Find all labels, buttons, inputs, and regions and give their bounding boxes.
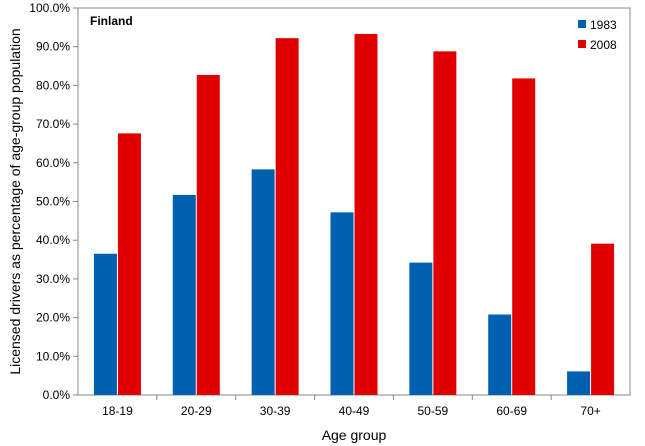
x-tick-label: 30-39 <box>260 404 291 418</box>
x-axis-title: Age group <box>322 427 387 443</box>
bar-2008-18-19 <box>117 133 141 395</box>
bar-1983-40-49 <box>330 212 354 395</box>
y-tick-label: 100.0% <box>29 1 70 15</box>
bars <box>93 33 615 396</box>
bar-2008-70+ <box>591 243 615 395</box>
bar-1983-70+ <box>567 371 591 395</box>
y-tick-label: 60.0% <box>36 156 70 170</box>
x-tick-label: 50-59 <box>418 404 449 418</box>
legend-label-1983: 1983 <box>590 18 617 32</box>
x-axis: 18-19 20-29 30-39 40-49 50-59 60-69 70+ <box>102 395 601 418</box>
x-tick-label: 60-69 <box>496 404 527 418</box>
bar-1983-30-39 <box>251 169 275 395</box>
x-tick-label: 40-49 <box>339 404 370 418</box>
bar-1983-50-59 <box>409 262 433 395</box>
y-axis-title: Licensed drivers as percentage of age-gr… <box>7 28 23 374</box>
bar-2008-60-69 <box>512 78 536 396</box>
bar-2008-30-39 <box>275 38 299 395</box>
y-tick-label: 70.0% <box>36 117 70 131</box>
y-tick-label: 50.0% <box>36 195 70 209</box>
y-tick-label: 90.0% <box>36 40 70 54</box>
y-tick-label: 10.0% <box>36 349 70 363</box>
y-tick-label: 20.0% <box>36 311 70 325</box>
bar-2008-50-59 <box>433 51 457 396</box>
bar-2008-20-29 <box>196 74 220 396</box>
x-tick-label: 70+ <box>580 404 600 418</box>
legend-label-2008: 2008 <box>590 38 617 52</box>
legend-swatch-1983 <box>578 20 586 28</box>
chart-title: Finland <box>90 14 133 28</box>
y-tick-label: 0.0% <box>43 388 71 402</box>
y-tick-label: 30.0% <box>36 272 70 286</box>
y-axis: 0.0% 10.0% 20.0% 30.0% 40.0% 50.0% 60.0% 70.0% 8… <box>29 1 78 402</box>
legend-swatch-2008 <box>578 40 586 48</box>
y-tick-label: 40.0% <box>36 233 70 247</box>
bar-1983-20-29 <box>172 194 196 395</box>
legend: 1983 2008 <box>578 18 617 52</box>
bar-1983-18-19 <box>93 253 117 395</box>
bar-1983-60-69 <box>488 314 512 395</box>
bar-2008-40-49 <box>354 33 378 395</box>
x-tick-label: 20-29 <box>181 404 212 418</box>
plot-area <box>77 7 631 396</box>
x-tick-label: 18-19 <box>102 404 133 418</box>
y-tick-label: 80.0% <box>36 78 70 92</box>
